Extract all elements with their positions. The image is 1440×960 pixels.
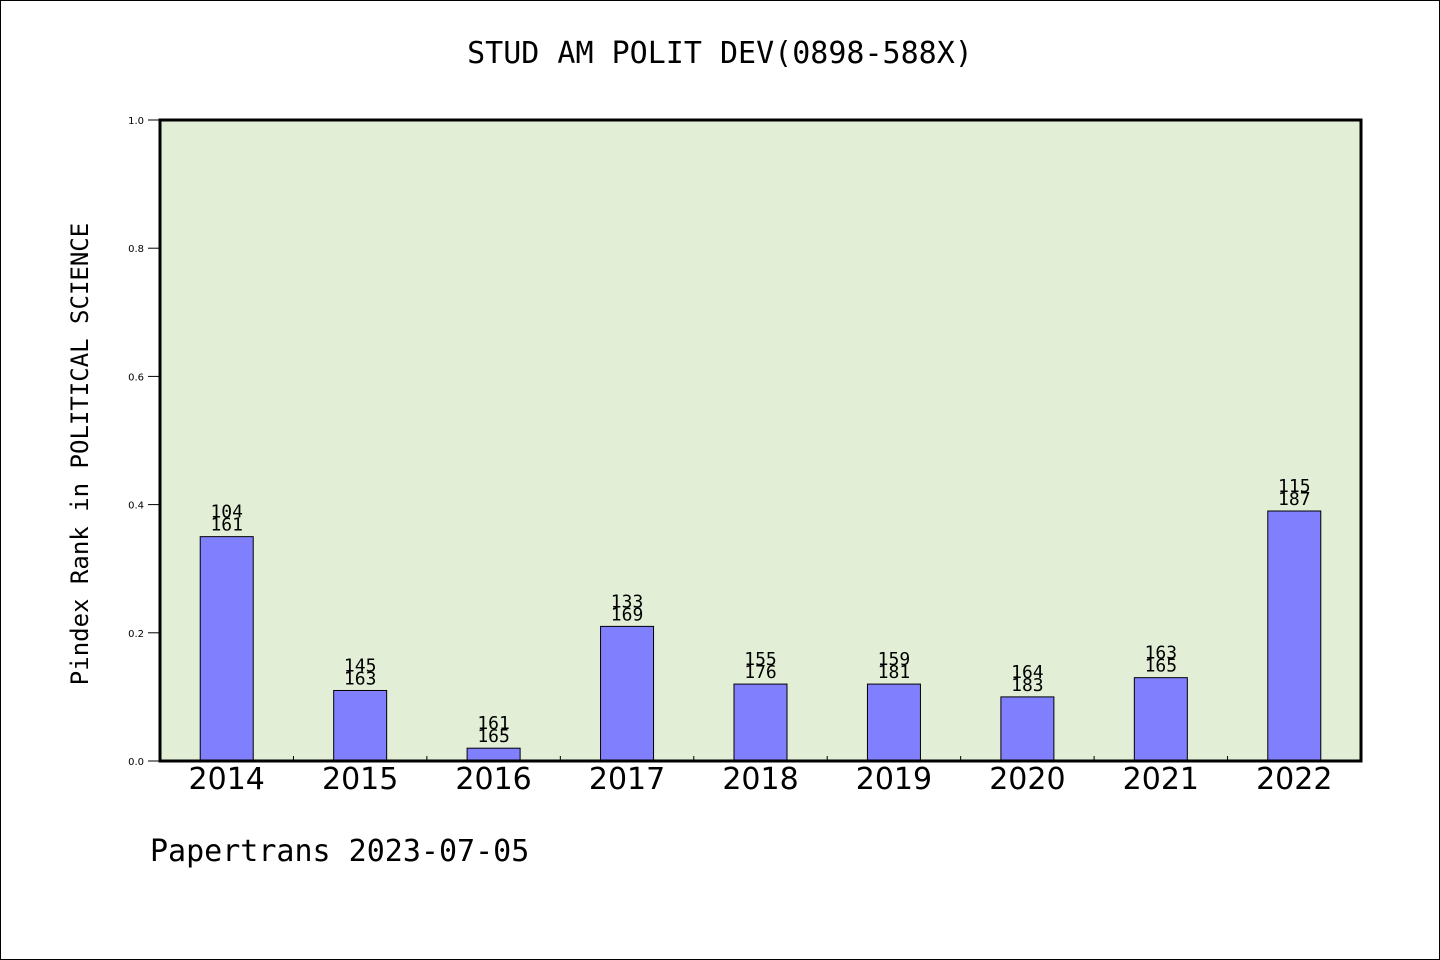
y-tick-label-0.8: 0.8 <box>128 244 144 255</box>
bar-2018 <box>733 683 788 762</box>
x-tick-label-2015: 2015 <box>322 762 398 797</box>
bar-2021 <box>1133 677 1188 762</box>
bar-label-2019-2: 181 <box>878 662 911 683</box>
y-tick-label-0.2: 0.2 <box>128 629 144 640</box>
bar-label-2018-1: 155 <box>744 649 777 670</box>
x-tick-label-2022: 2022 <box>1256 762 1332 797</box>
bar-2015 <box>333 689 388 762</box>
bar-label-2020-1: 164 <box>1011 662 1044 683</box>
bar-label-2022-2: 187 <box>1278 489 1311 510</box>
bar-2014 <box>199 536 254 762</box>
y-tick-label-0.6: 0.6 <box>128 372 144 383</box>
bar-label-2014-2: 161 <box>210 515 243 536</box>
plot-border <box>158 118 1363 763</box>
x-tick-label-2018: 2018 <box>722 762 798 797</box>
chart-title: STUD AM POLIT DEV(0898-588X) <box>467 36 973 71</box>
bar-2017 <box>600 625 655 762</box>
bar-label-2016-2: 165 <box>477 726 510 747</box>
bar-2022 <box>1267 510 1322 762</box>
plot-area <box>160 120 1361 761</box>
bar-label-2017-1: 133 <box>611 591 644 612</box>
x-tick-label-2017: 2017 <box>589 762 665 797</box>
y-tick-label-1.0: 1.0 <box>128 116 144 127</box>
bar-2019 <box>866 683 921 762</box>
x-tick-label-2016: 2016 <box>455 762 531 797</box>
x-tick-label-2021: 2021 <box>1123 762 1199 797</box>
bar-2016 <box>466 747 521 762</box>
x-tick-label-2019: 2019 <box>856 762 932 797</box>
bar-label-2018-2: 176 <box>744 662 777 683</box>
bar-label-2019-1: 159 <box>878 649 911 670</box>
bar-2020 <box>1000 696 1055 762</box>
bar-label-2017-2: 169 <box>611 604 644 625</box>
y-tick-label-0.4: 0.4 <box>128 501 144 512</box>
bar-label-2016-1: 161 <box>477 713 510 734</box>
x-tick-label-2020: 2020 <box>989 762 1065 797</box>
footer-credit: Papertrans 2023-07-05 <box>150 834 530 869</box>
bar-label-2021-2: 165 <box>1145 656 1178 677</box>
bar-label-2014-1: 104 <box>210 502 243 523</box>
x-tick-label-2014: 2014 <box>189 762 265 797</box>
y-tick-label-0.0: 0.0 <box>128 757 144 768</box>
bar-label-2022-1: 115 <box>1278 476 1311 497</box>
bar-label-2020-2: 183 <box>1011 675 1044 696</box>
bar-label-2015-1: 145 <box>344 655 377 676</box>
bar-label-2021-1: 163 <box>1145 643 1178 664</box>
bar-label-2015-2: 163 <box>344 668 377 689</box>
